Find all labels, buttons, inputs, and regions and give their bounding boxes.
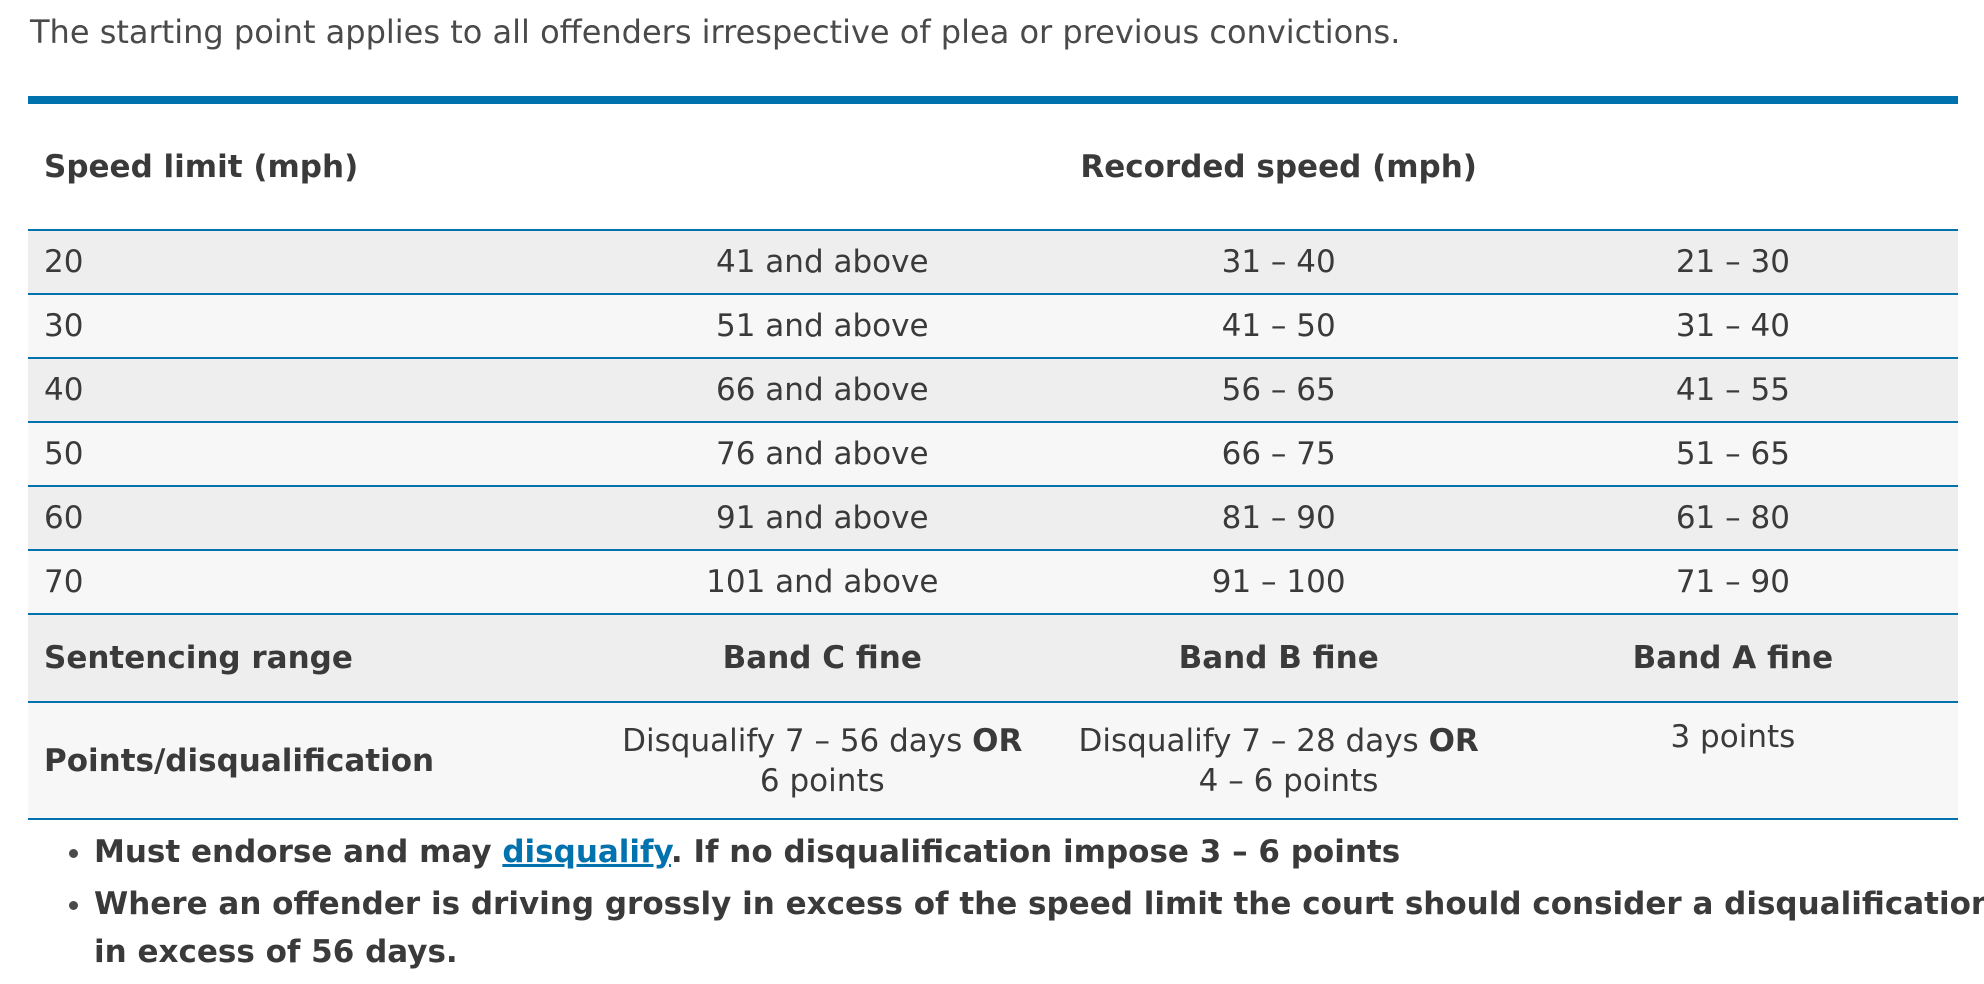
table-row: 60 91 and above 81 – 90 61 – 80 <box>28 485 1958 550</box>
disqualify-link[interactable]: disqualify <box>502 834 671 870</box>
speed-limit-cell: 20 <box>28 229 595 294</box>
table-header-row: Speed limit (mph) Recorded speed (mph) <box>28 100 1958 230</box>
band-b-speed-cell: 81 – 90 <box>1049 485 1508 550</box>
speed-limit-cell: 30 <box>28 293 595 358</box>
sentencing-range-row: Sentencing range Band C fine Band B fine… <box>28 613 1958 702</box>
sentencing-range-label: Sentencing range <box>28 613 595 702</box>
band-a-speed-cell: 21 – 30 <box>1507 229 1958 294</box>
speed-limit-cell: 60 <box>28 485 595 550</box>
speed-limit-cell: 70 <box>28 549 595 614</box>
guidance-notes: Must endorse and may disqualify. If no d… <box>54 828 1984 980</box>
band-a-fine: Band A fine <box>1507 613 1958 702</box>
band-b-speed-cell: 66 – 75 <box>1049 421 1508 486</box>
band-c-speed-cell: 51 and above <box>594 293 1050 358</box>
band-a-speed-cell: 41 – 55 <box>1507 357 1958 422</box>
table-row: 20 41 and above 31 – 40 21 – 30 <box>28 229 1958 294</box>
band-b-fine: Band B fine <box>1049 613 1508 702</box>
speeding-sentencing-table: Speed limit (mph) Recorded speed (mph) 2… <box>28 96 1958 820</box>
band-c-fine: Band C fine <box>594 613 1050 702</box>
band-c-speed-cell: 41 and above <box>594 229 1050 294</box>
band-b-speed-cell: 31 – 40 <box>1049 229 1508 294</box>
band-c-points: Disqualify 7 – 56 days OR 6 points <box>594 701 1050 820</box>
band-c-speed-cell: 66 and above <box>594 357 1050 422</box>
header-recorded-speed: Recorded speed (mph) <box>1049 100 1508 230</box>
list-item: Where an offender is driving grossly in … <box>94 880 1984 976</box>
table-row: 40 66 and above 56 – 65 41 – 55 <box>28 357 1958 422</box>
speed-limit-cell: 40 <box>28 357 595 422</box>
band-c-speed-cell: 91 and above <box>594 485 1050 550</box>
points-disqualification-row: Points/disqualification Disqualify 7 – 5… <box>28 701 1958 820</box>
band-a-points: 3 points <box>1507 701 1958 820</box>
points-disqualification-label: Points/disqualification <box>28 701 595 820</box>
table-row: 70 101 and above 91 – 100 71 – 90 <box>28 549 1958 614</box>
table-row: 50 76 and above 66 – 75 51 – 65 <box>28 421 1958 486</box>
list-item: Must endorse and may disqualify. If no d… <box>94 828 1984 876</box>
intro-text: The starting point applies to all offend… <box>30 13 1401 51</box>
band-b-speed-cell: 91 – 100 <box>1049 549 1508 614</box>
band-b-speed-cell: 56 – 65 <box>1049 357 1508 422</box>
table-row: 30 51 and above 41 – 50 31 – 40 <box>28 293 1958 358</box>
band-b-speed-cell: 41 – 50 <box>1049 293 1508 358</box>
band-a-speed-cell: 71 – 90 <box>1507 549 1958 614</box>
header-speed-limit: Speed limit (mph) <box>28 100 595 230</box>
band-a-speed-cell: 31 – 40 <box>1507 293 1958 358</box>
band-c-speed-cell: 101 and above <box>594 549 1050 614</box>
band-b-points: Disqualify 7 – 28 days OR 4 – 6 points <box>1049 701 1508 820</box>
band-c-speed-cell: 76 and above <box>594 421 1050 486</box>
speed-limit-cell: 50 <box>28 421 595 486</box>
band-a-speed-cell: 61 – 80 <box>1507 485 1958 550</box>
band-a-speed-cell: 51 – 65 <box>1507 421 1958 486</box>
